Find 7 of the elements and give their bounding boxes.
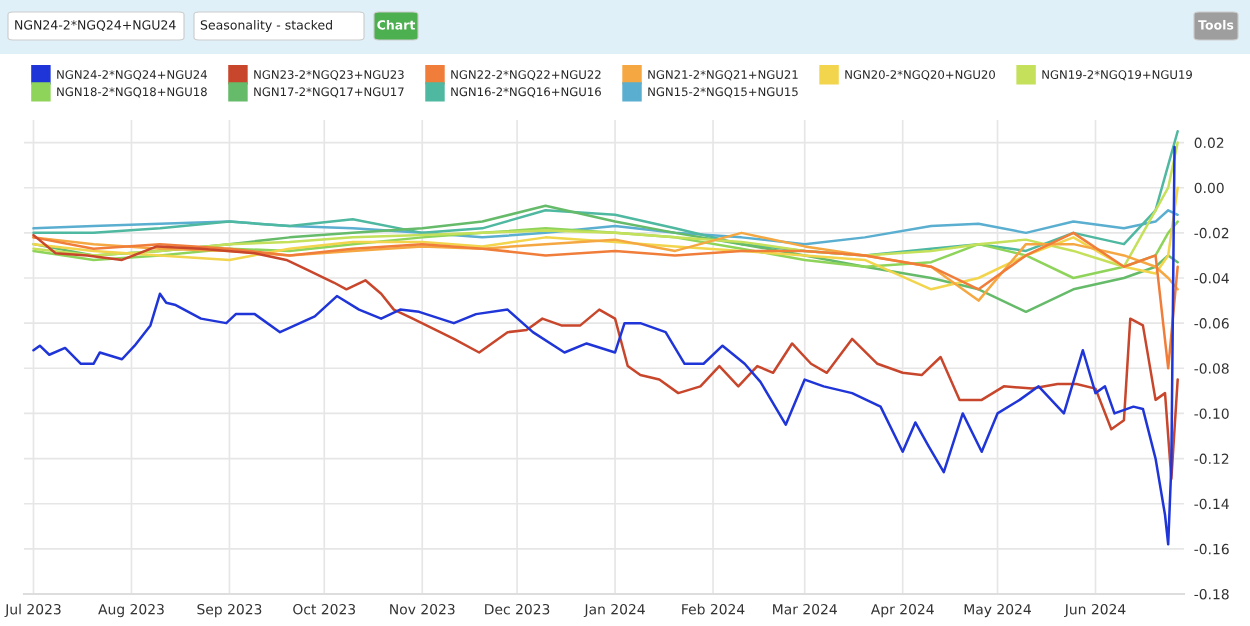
line-series	[32, 209, 1179, 246]
line-series	[32, 145, 1176, 546]
line-series	[32, 186, 1179, 291]
line-series	[32, 233, 1179, 481]
line-series	[32, 130, 1179, 257]
line-series	[32, 231, 1179, 370]
line-series	[32, 141, 1179, 268]
